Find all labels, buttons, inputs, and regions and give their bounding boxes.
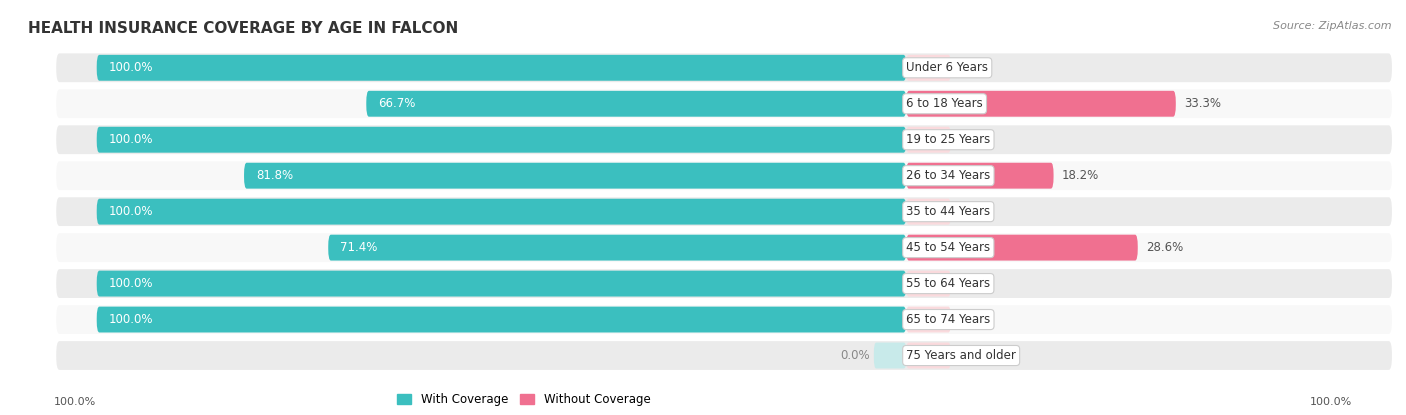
Text: 75 Years and older: 75 Years and older bbox=[907, 349, 1017, 362]
FancyBboxPatch shape bbox=[328, 234, 907, 261]
FancyBboxPatch shape bbox=[56, 341, 1392, 370]
Text: 0.0%: 0.0% bbox=[955, 61, 984, 74]
Text: 100.0%: 100.0% bbox=[108, 313, 153, 326]
Text: 18.2%: 18.2% bbox=[1062, 169, 1099, 182]
Text: 33.3%: 33.3% bbox=[1184, 97, 1220, 110]
FancyBboxPatch shape bbox=[97, 307, 907, 332]
Legend: With Coverage, Without Coverage: With Coverage, Without Coverage bbox=[396, 393, 651, 406]
Text: 28.6%: 28.6% bbox=[1146, 241, 1182, 254]
FancyBboxPatch shape bbox=[907, 271, 950, 297]
FancyBboxPatch shape bbox=[56, 161, 1392, 190]
Text: 55 to 64 Years: 55 to 64 Years bbox=[907, 277, 990, 290]
Text: 6 to 18 Years: 6 to 18 Years bbox=[907, 97, 983, 110]
Text: 100.0%: 100.0% bbox=[108, 205, 153, 218]
Text: 66.7%: 66.7% bbox=[378, 97, 416, 110]
Text: 45 to 54 Years: 45 to 54 Years bbox=[907, 241, 990, 254]
FancyBboxPatch shape bbox=[907, 163, 1053, 189]
FancyBboxPatch shape bbox=[56, 54, 1392, 82]
Text: 100.0%: 100.0% bbox=[1310, 397, 1353, 407]
Text: 35 to 44 Years: 35 to 44 Years bbox=[907, 205, 990, 218]
Text: 81.8%: 81.8% bbox=[256, 169, 294, 182]
FancyBboxPatch shape bbox=[907, 199, 950, 225]
FancyBboxPatch shape bbox=[907, 342, 950, 369]
FancyBboxPatch shape bbox=[56, 233, 1392, 262]
Text: 0.0%: 0.0% bbox=[955, 277, 984, 290]
FancyBboxPatch shape bbox=[907, 91, 1175, 117]
Text: Under 6 Years: Under 6 Years bbox=[907, 61, 988, 74]
Text: 100.0%: 100.0% bbox=[108, 133, 153, 146]
Text: 65 to 74 Years: 65 to 74 Years bbox=[907, 313, 990, 326]
Text: 100.0%: 100.0% bbox=[53, 397, 96, 407]
Text: HEALTH INSURANCE COVERAGE BY AGE IN FALCON: HEALTH INSURANCE COVERAGE BY AGE IN FALC… bbox=[28, 21, 458, 36]
FancyBboxPatch shape bbox=[97, 271, 907, 297]
FancyBboxPatch shape bbox=[97, 55, 907, 81]
FancyBboxPatch shape bbox=[56, 125, 1392, 154]
Text: 100.0%: 100.0% bbox=[108, 61, 153, 74]
Text: 0.0%: 0.0% bbox=[955, 349, 984, 362]
Text: 19 to 25 Years: 19 to 25 Years bbox=[907, 133, 990, 146]
FancyBboxPatch shape bbox=[97, 127, 907, 153]
FancyBboxPatch shape bbox=[907, 127, 950, 153]
Text: 71.4%: 71.4% bbox=[340, 241, 378, 254]
Text: Source: ZipAtlas.com: Source: ZipAtlas.com bbox=[1274, 21, 1392, 31]
Text: 0.0%: 0.0% bbox=[841, 349, 870, 362]
Text: 0.0%: 0.0% bbox=[955, 133, 984, 146]
Text: 100.0%: 100.0% bbox=[108, 277, 153, 290]
FancyBboxPatch shape bbox=[907, 234, 1137, 261]
FancyBboxPatch shape bbox=[97, 199, 907, 225]
FancyBboxPatch shape bbox=[875, 342, 907, 369]
FancyBboxPatch shape bbox=[245, 163, 907, 189]
Text: 0.0%: 0.0% bbox=[955, 313, 984, 326]
FancyBboxPatch shape bbox=[56, 305, 1392, 334]
FancyBboxPatch shape bbox=[56, 89, 1392, 118]
Text: 26 to 34 Years: 26 to 34 Years bbox=[907, 169, 990, 182]
Text: 0.0%: 0.0% bbox=[955, 205, 984, 218]
FancyBboxPatch shape bbox=[56, 197, 1392, 226]
FancyBboxPatch shape bbox=[907, 55, 950, 81]
FancyBboxPatch shape bbox=[367, 91, 907, 117]
FancyBboxPatch shape bbox=[56, 269, 1392, 298]
FancyBboxPatch shape bbox=[907, 307, 950, 332]
